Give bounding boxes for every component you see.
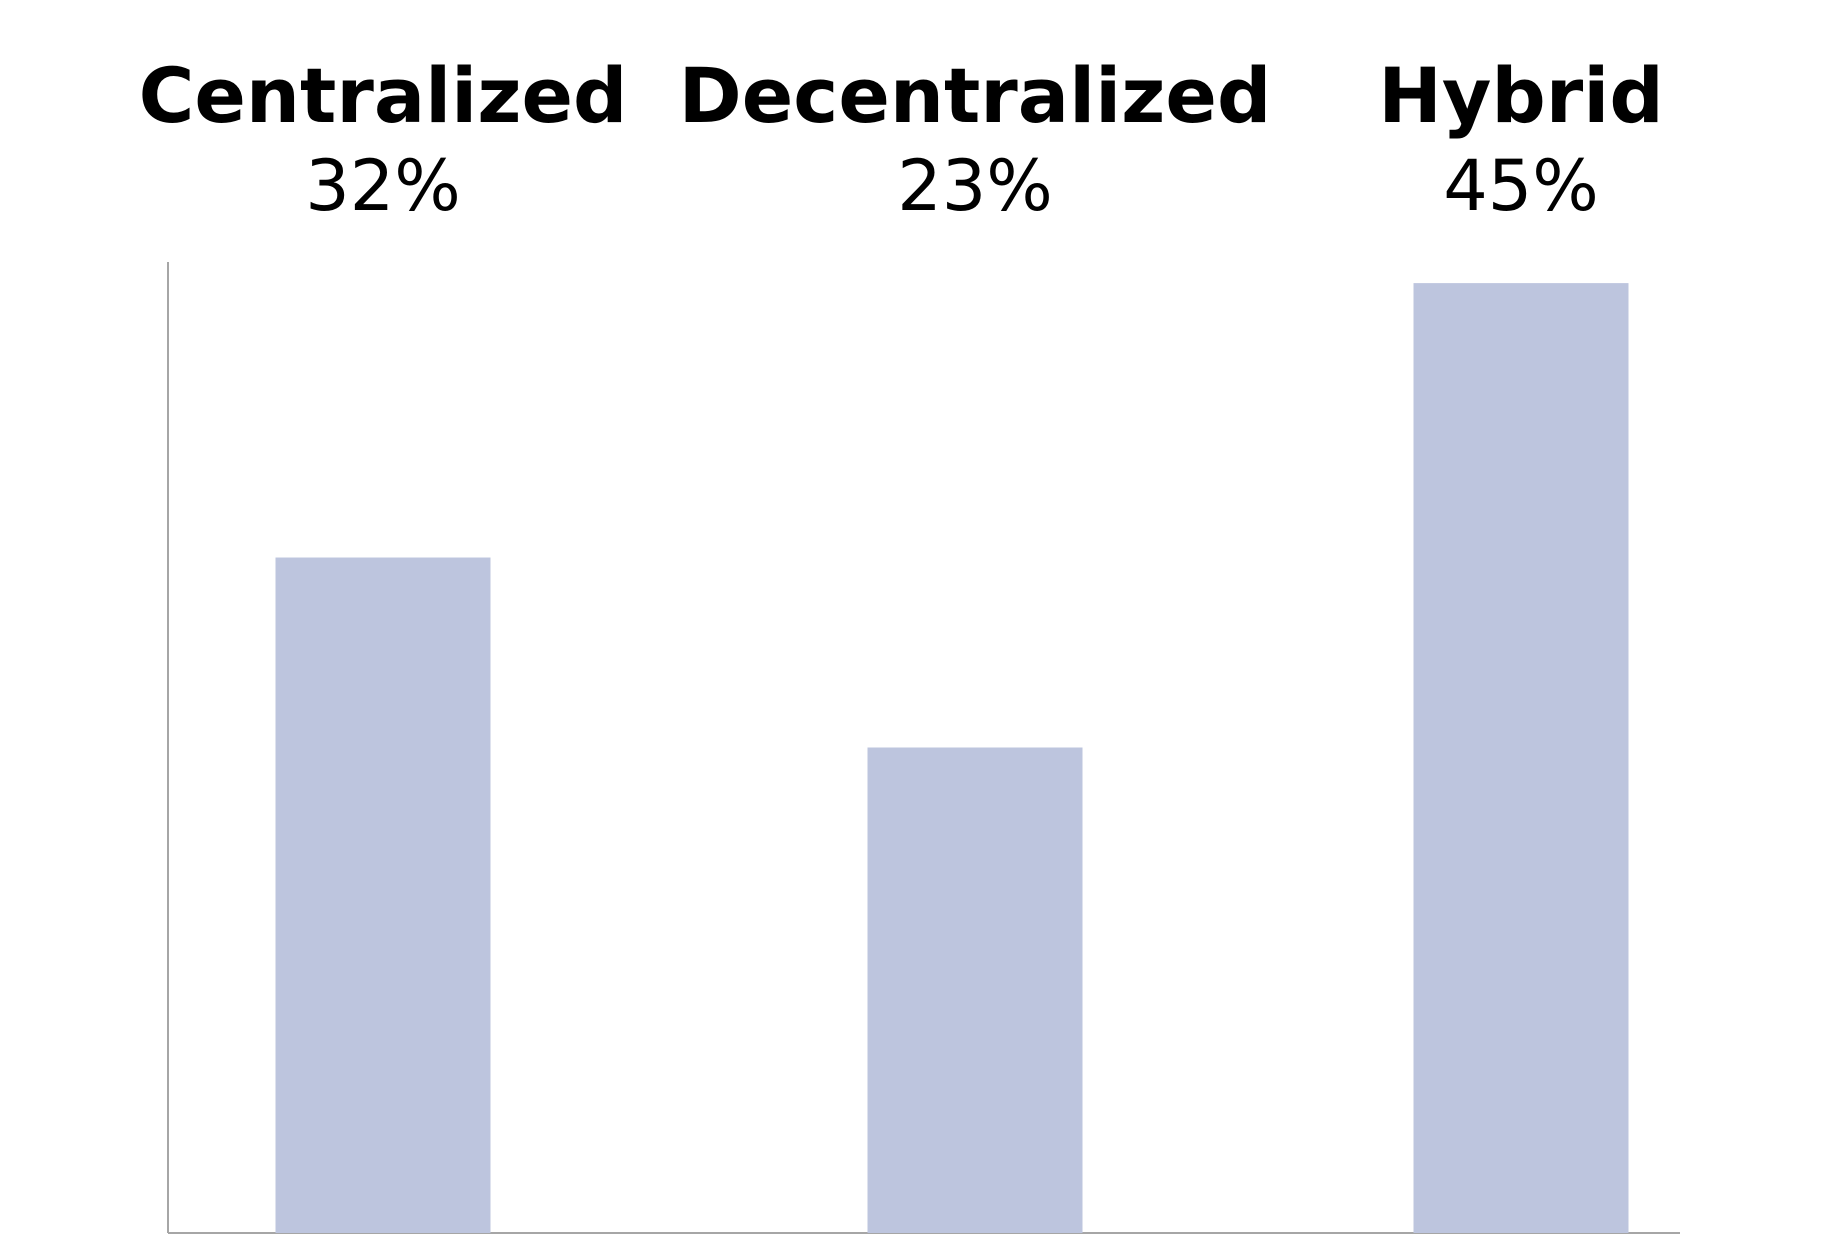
bar-centralized	[275, 557, 491, 1233]
value-label-centralized: 32%	[305, 145, 461, 227]
value-label-hybrid: 45%	[1443, 145, 1599, 227]
category-label-hybrid: Hybrid	[1378, 51, 1663, 140]
value-label-decentralized: 23%	[897, 145, 1053, 227]
category-label-decentralized: Decentralized	[679, 51, 1272, 140]
bar-decentralized	[867, 747, 1083, 1233]
category-label-centralized: Centralized	[139, 51, 628, 140]
bar-hybrid	[1413, 283, 1629, 1233]
bars-group	[275, 283, 1629, 1233]
